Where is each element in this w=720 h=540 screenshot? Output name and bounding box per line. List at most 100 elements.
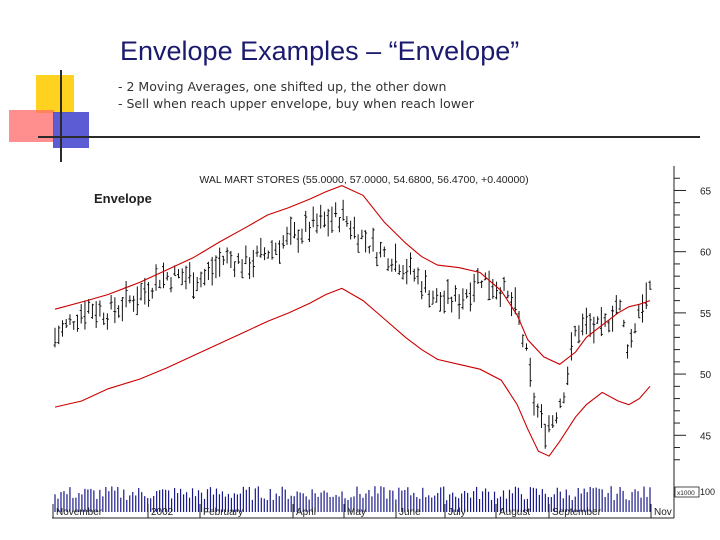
- price-bar: [558, 398, 562, 409]
- price-bar: [349, 220, 353, 240]
- price-bar: [581, 313, 585, 336]
- price-bar: [57, 325, 61, 345]
- price-bar: [539, 404, 543, 428]
- price-bar: [506, 290, 510, 299]
- price-bar: [371, 227, 375, 252]
- price-bar: [431, 290, 435, 305]
- price-bar: [607, 320, 611, 333]
- price-bar: [356, 234, 360, 253]
- price-bar: [72, 321, 76, 330]
- price-bar: [184, 265, 188, 290]
- price-bar: [128, 295, 132, 304]
- price-bar: [577, 325, 581, 344]
- price-bar: [532, 392, 536, 416]
- price-bar: [450, 296, 454, 313]
- price-bar: [244, 245, 248, 265]
- y-tick-label: 50: [700, 370, 712, 381]
- price-bar: [176, 269, 180, 279]
- price-bar: [147, 282, 151, 307]
- y-tick-label: 60: [700, 248, 712, 259]
- envelope-line-lower: [54, 287, 651, 457]
- price-bar: [169, 277, 173, 293]
- price-bar: [289, 216, 293, 245]
- price-bar: [461, 288, 465, 310]
- price-bar: [64, 318, 68, 329]
- price-bar: [173, 265, 177, 277]
- price-bar: [236, 253, 240, 264]
- price-bar: [132, 295, 136, 312]
- price-bar: [109, 294, 113, 310]
- price-bar: [622, 319, 626, 328]
- deco-blue-square: [53, 112, 89, 148]
- price-bar: [263, 247, 267, 261]
- price-bar: [188, 262, 192, 284]
- price-bar: [528, 357, 532, 387]
- price-bar: [337, 216, 341, 233]
- price-bar: [465, 289, 469, 299]
- price-bar: [322, 211, 326, 228]
- price-bar: [139, 283, 143, 301]
- price-bar: [394, 243, 398, 272]
- price-bar: [79, 304, 83, 324]
- price-bar: [229, 250, 233, 269]
- price-bar: [644, 282, 648, 310]
- price-bar: [75, 314, 79, 332]
- price-bar: [382, 246, 386, 258]
- price-bar: [143, 277, 147, 305]
- price-bar: [405, 258, 409, 285]
- price-bar: [117, 305, 121, 318]
- price-bar: [307, 221, 311, 243]
- price-bar: [98, 300, 102, 317]
- price-bar: [326, 208, 330, 237]
- price-bar: [102, 312, 106, 325]
- price-bar: [416, 267, 420, 285]
- price-bar: [60, 320, 64, 337]
- deco-horizontal-line: [38, 136, 700, 138]
- price-bar: [453, 285, 457, 302]
- price-bar: [386, 258, 390, 272]
- price-bar: [476, 267, 480, 285]
- price-bar: [491, 279, 495, 299]
- price-bar: [248, 257, 252, 280]
- price-bar: [442, 290, 446, 314]
- price-bar: [68, 314, 72, 326]
- price-bar: [521, 334, 525, 348]
- price-bar: [566, 366, 570, 386]
- month-label: Nov: [654, 507, 672, 518]
- price-bar: [626, 344, 630, 359]
- price-bar: [278, 240, 282, 264]
- price-bar: [457, 294, 461, 320]
- price-bar: [603, 313, 607, 327]
- month-label: July: [448, 507, 466, 518]
- price-bar: [158, 279, 162, 289]
- price-bar: [210, 256, 214, 286]
- price-bar: [480, 280, 484, 289]
- price-bar: [225, 247, 229, 264]
- price-bar: [633, 323, 637, 334]
- price-bar: [360, 229, 364, 240]
- price-bar: [423, 269, 427, 293]
- price-bar: [592, 316, 596, 344]
- price-bar: [551, 415, 555, 429]
- price-bar: [315, 213, 319, 234]
- price-bar: [154, 264, 158, 291]
- price-bar: [472, 273, 476, 303]
- month-label: September: [552, 507, 602, 518]
- chart-title: WAL MART STORES (55.0000, 57.0000, 54.68…: [199, 174, 528, 186]
- price-bar: [397, 264, 401, 275]
- price-bar: [573, 325, 577, 337]
- bullet-line: - 2 Moving Averages, one shifted up, the…: [118, 79, 447, 94]
- price-bar: [300, 228, 304, 244]
- price-bar: [87, 299, 91, 314]
- y-tick-label: 65: [700, 186, 712, 197]
- price-bar: [562, 392, 566, 404]
- price-bar: [435, 288, 439, 303]
- price-bar: [304, 210, 308, 232]
- price-bar: [543, 423, 547, 449]
- price-bar: [446, 279, 450, 304]
- price-bar: [135, 286, 139, 316]
- chart-panel: [52, 165, 674, 518]
- price-bar: [120, 297, 124, 322]
- price-bar: [375, 252, 379, 267]
